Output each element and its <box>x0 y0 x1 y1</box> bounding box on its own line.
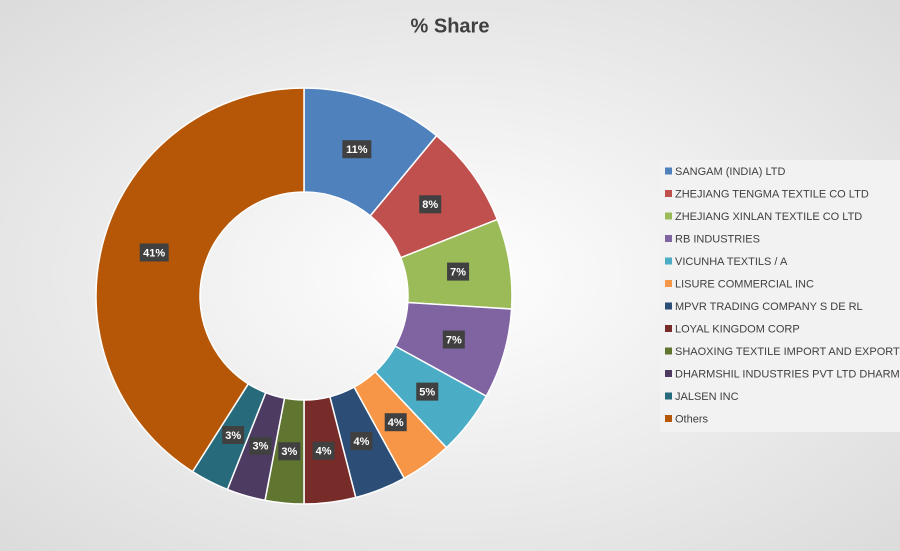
legend-swatch <box>665 257 672 265</box>
legend-swatch <box>665 325 672 332</box>
data-label: 3% <box>253 441 269 453</box>
legend-swatch <box>665 370 672 377</box>
data-label-box <box>419 195 442 214</box>
donut-segment <box>95 87 305 473</box>
legend-label: SANGAM (INDIA) LTD <box>675 166 785 178</box>
legend-swatch <box>665 167 672 175</box>
legend-swatch <box>665 212 672 220</box>
legend-box <box>660 160 900 432</box>
legend-swatch <box>665 347 672 355</box>
data-label: 3% <box>225 430 241 442</box>
legend-label: LOYAL KINGDOM CORP <box>675 323 800 335</box>
data-label: 4% <box>388 417 404 429</box>
legend-swatch <box>665 235 672 242</box>
legend-label: VICUNHA TEXTILS / A <box>675 256 788 268</box>
data-label-box <box>222 425 245 444</box>
legend-swatch <box>665 280 672 287</box>
data-label: 3% <box>281 446 297 458</box>
data-label-box <box>442 330 465 349</box>
data-label-box <box>312 441 335 460</box>
legend-label: LISURE COMMERCIAL INC <box>675 278 814 290</box>
legend-swatch <box>665 415 672 422</box>
data-label: 7% <box>450 267 466 279</box>
data-label: 11% <box>346 144 368 156</box>
data-label-box <box>384 413 407 432</box>
data-label: 4% <box>316 446 332 458</box>
legend-swatch <box>665 190 672 197</box>
legend-swatch <box>665 392 672 400</box>
legend-label: DHARMSHIL INDUSTRIES PVT LTD DHARMSHIL <box>675 368 900 380</box>
legend-label: Others <box>675 413 709 425</box>
data-label: 8% <box>422 199 438 211</box>
legend-label: MPVR TRADING COMPANY S DE RL <box>675 301 863 313</box>
legend-label: RB INDUSTRIES <box>675 233 760 245</box>
data-label: 5% <box>419 387 435 399</box>
data-label-box <box>447 262 470 281</box>
legend-label: SHAOXING TEXTILE IMPORT AND EXPORT CORP <box>675 346 900 358</box>
data-label-box <box>139 243 169 262</box>
legend-label: ZHEJIANG TENGMA TEXTILE CO LTD <box>675 188 869 200</box>
data-label-box <box>342 140 372 159</box>
legend-swatch <box>665 302 672 310</box>
data-label: 7% <box>446 334 462 346</box>
legend-label: JALSEN INC <box>675 391 739 403</box>
data-label-box <box>249 436 272 455</box>
data-label-box <box>278 442 301 461</box>
data-label: 4% <box>353 436 369 448</box>
legend-label: ZHEJIANG XINLAN TEXTILE CO LTD <box>675 211 862 223</box>
data-label-box <box>416 382 439 401</box>
data-label: 41% <box>143 247 165 259</box>
chart-title: % Share <box>411 15 490 37</box>
data-label-box <box>350 432 373 451</box>
